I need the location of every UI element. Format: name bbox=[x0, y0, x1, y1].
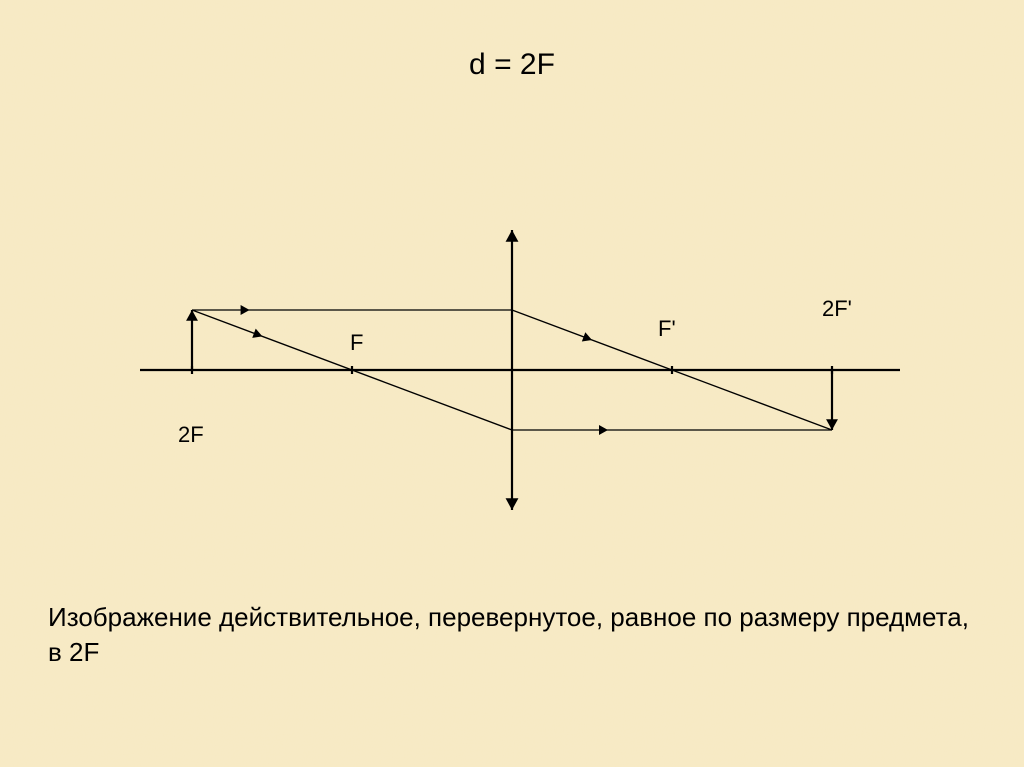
label-2F-left: 2F bbox=[178, 422, 204, 448]
caption-text: Изображение действительное, перевернутое… bbox=[48, 600, 976, 670]
label-2F-right: 2F' bbox=[822, 296, 852, 322]
label-F-left: F bbox=[350, 330, 363, 356]
label-F-right: F' bbox=[658, 316, 676, 342]
